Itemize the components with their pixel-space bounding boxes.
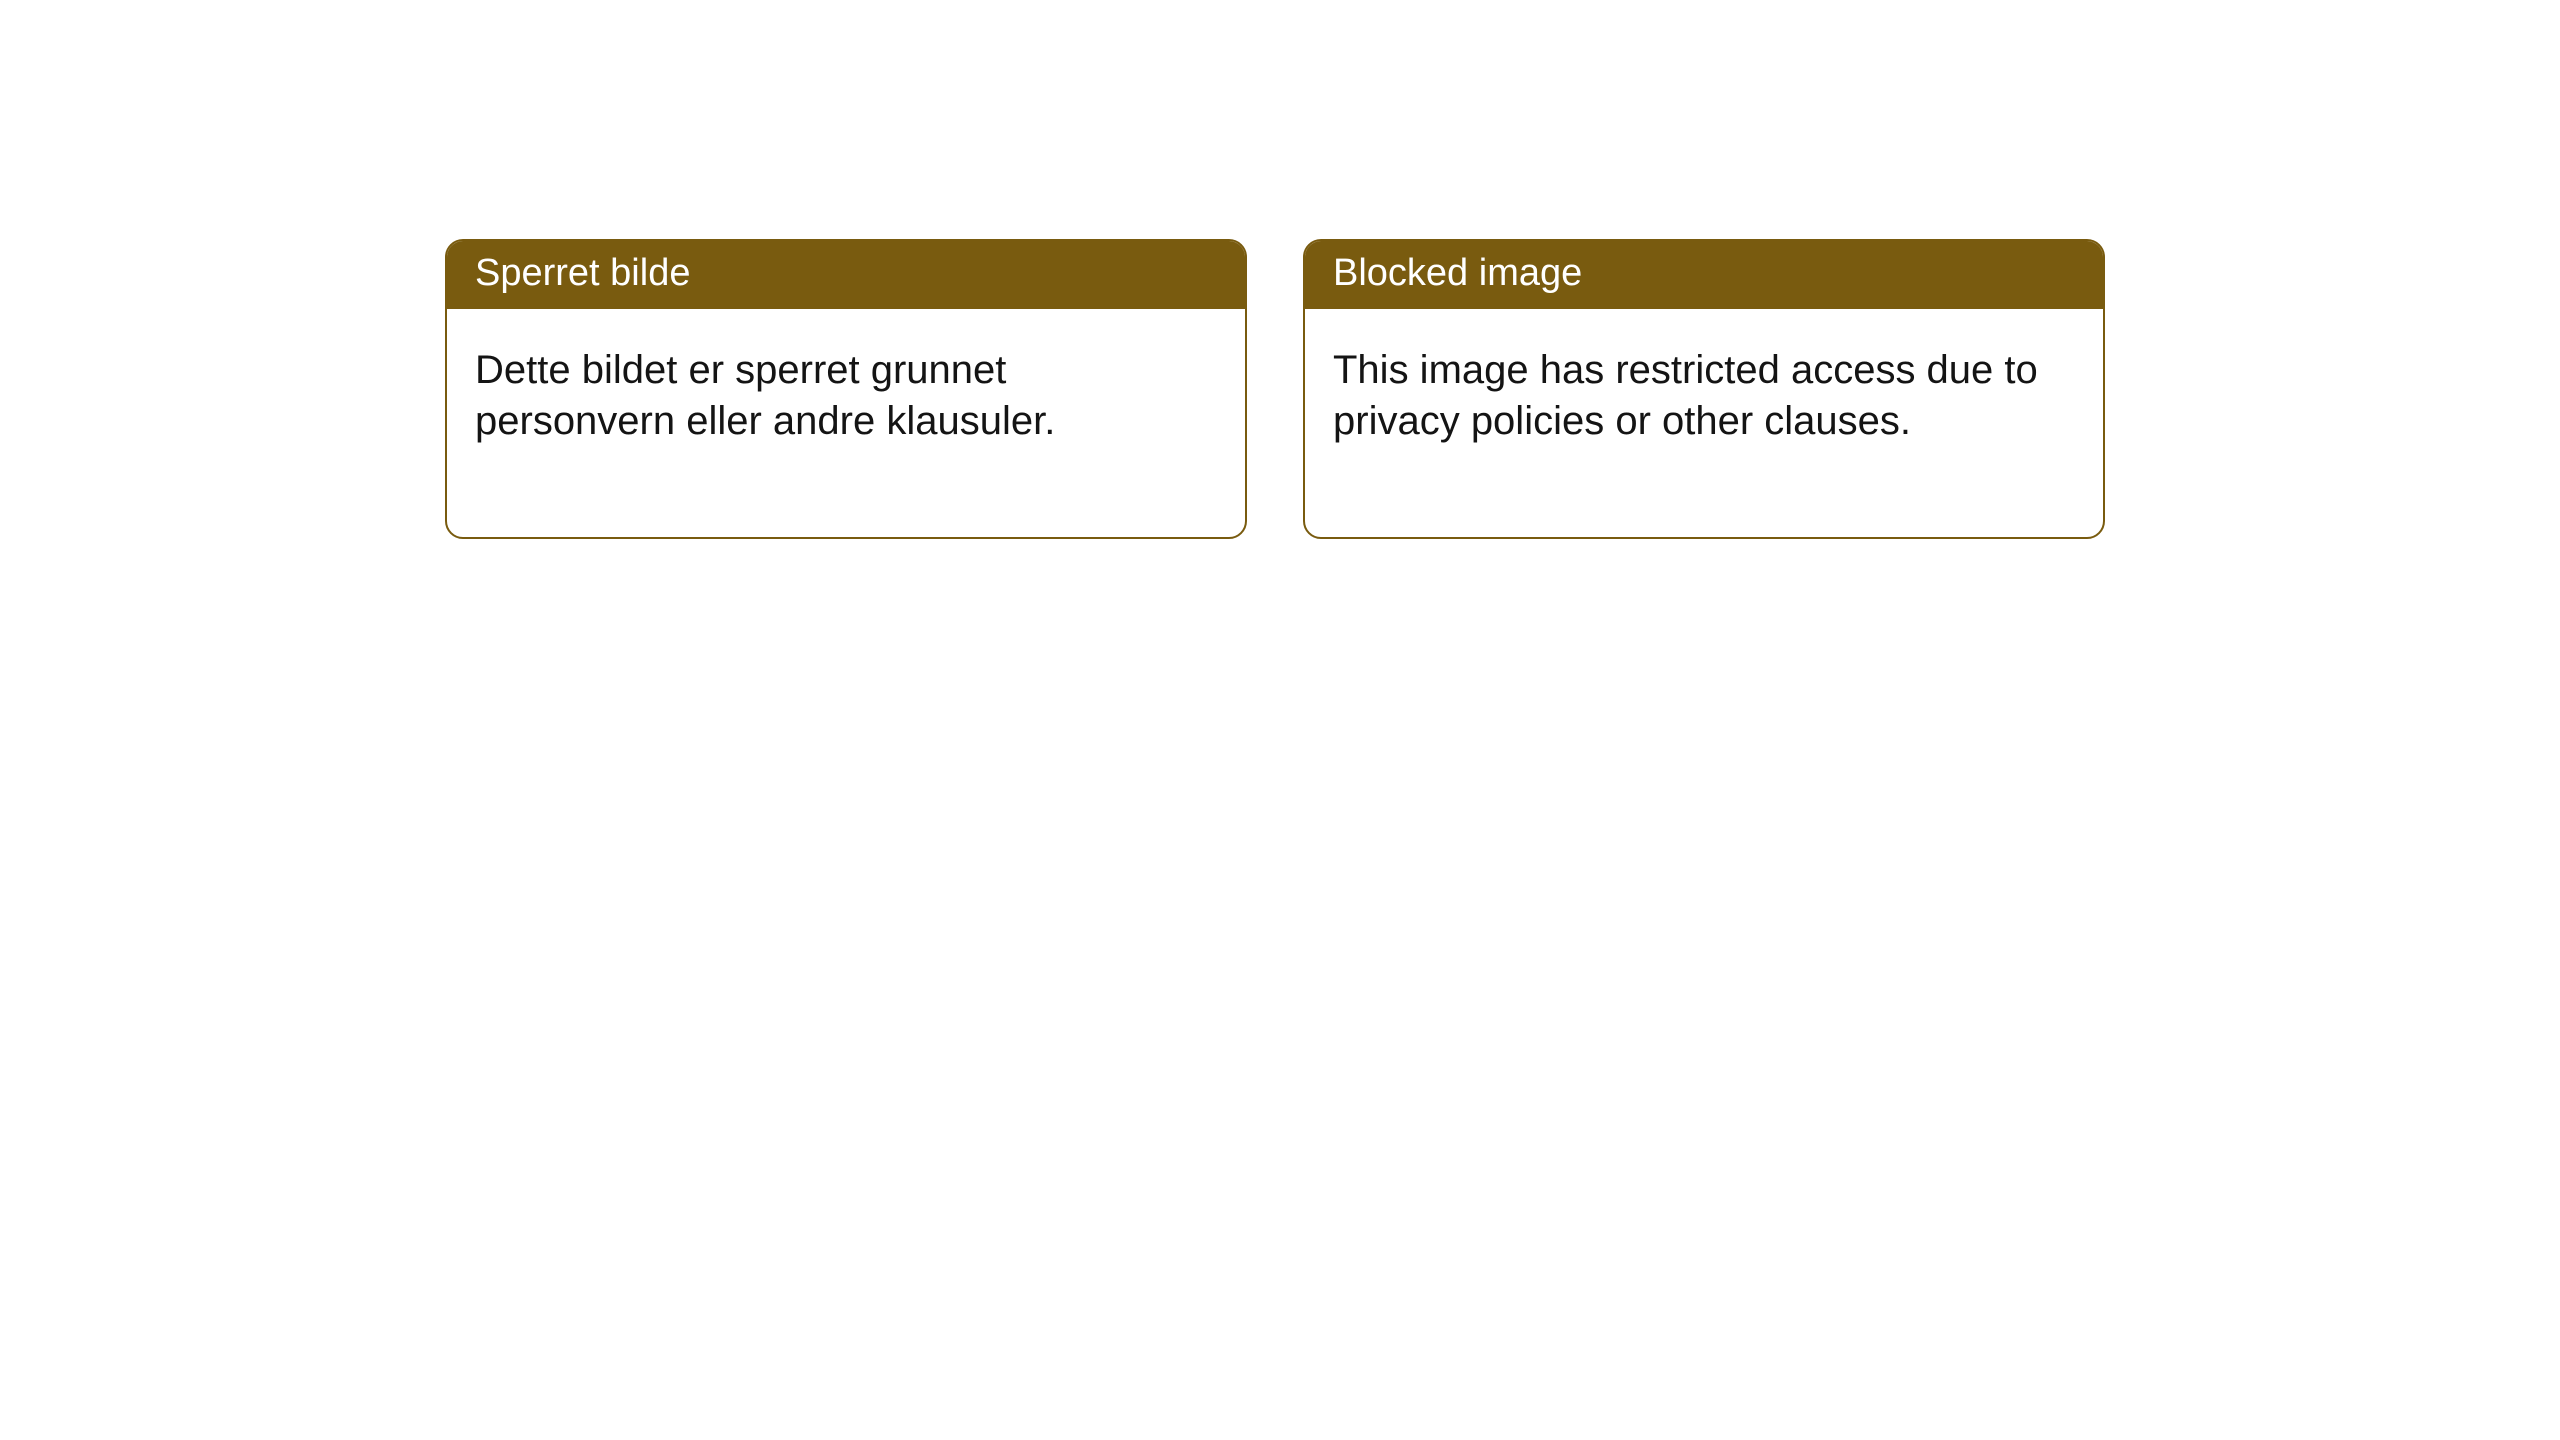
card-header-english: Blocked image: [1305, 241, 2103, 309]
notice-card-norwegian: Sperret bilde Dette bildet er sperret gr…: [445, 239, 1247, 539]
card-body-norwegian: Dette bildet er sperret grunnet personve…: [447, 309, 1245, 537]
card-body-english: This image has restricted access due to …: [1305, 309, 2103, 537]
notice-cards-container: Sperret bilde Dette bildet er sperret gr…: [445, 239, 2105, 539]
notice-card-english: Blocked image This image has restricted …: [1303, 239, 2105, 539]
card-header-norwegian: Sperret bilde: [447, 241, 1245, 309]
